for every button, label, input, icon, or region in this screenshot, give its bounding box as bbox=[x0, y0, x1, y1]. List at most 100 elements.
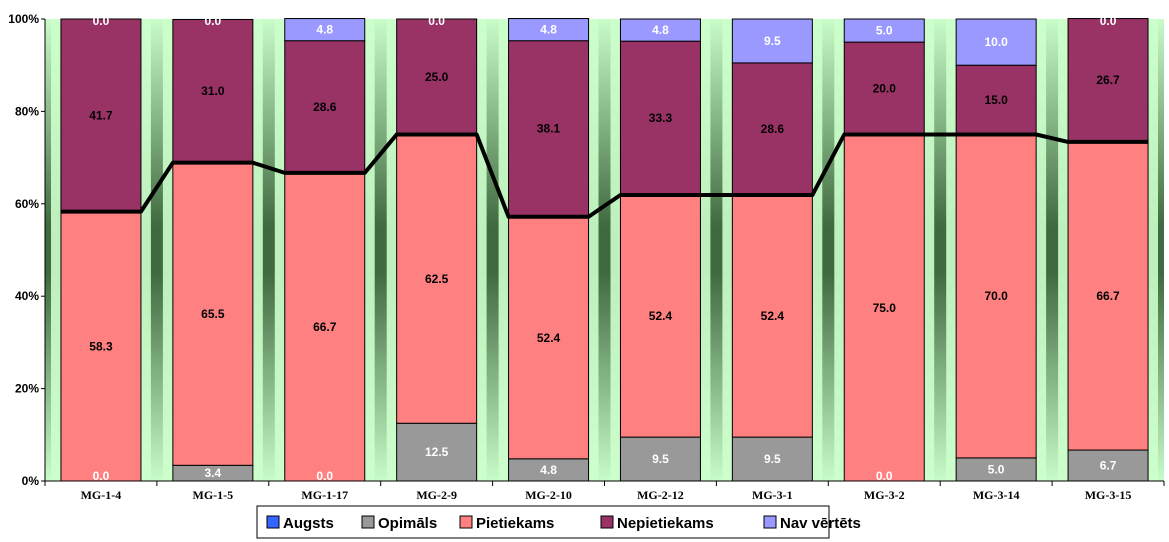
data-label: 5.0 bbox=[876, 24, 893, 38]
bar-segment bbox=[396, 422, 478, 482]
bar-segment bbox=[172, 162, 254, 466]
x-tick-label: MG-1-5 bbox=[193, 488, 234, 502]
data-label: 38.1 bbox=[537, 122, 561, 136]
y-tick-label: 40% bbox=[15, 289, 39, 303]
y-tick-label: 0% bbox=[22, 474, 40, 488]
bar-segment bbox=[619, 194, 701, 438]
legend-label: Nepietiekams bbox=[617, 515, 714, 532]
data-label: 0.0 bbox=[1100, 14, 1117, 28]
data-label: 4.8 bbox=[540, 463, 557, 477]
data-label: 62.5 bbox=[425, 272, 449, 286]
bar-segment bbox=[284, 18, 366, 42]
data-label: 28.6 bbox=[313, 100, 337, 114]
bar-segment bbox=[1067, 18, 1149, 143]
legend-swatch bbox=[459, 515, 473, 529]
bar-segment bbox=[731, 194, 813, 438]
y-tick-label: 80% bbox=[15, 104, 39, 118]
x-tick-label: MG-3-1 bbox=[752, 488, 793, 502]
x-tick-label: MG-1-4 bbox=[81, 488, 122, 502]
data-label: 4.8 bbox=[652, 23, 669, 37]
legend-swatch bbox=[763, 515, 777, 529]
trend-line-path bbox=[60, 132, 1149, 219]
bar-segment bbox=[955, 64, 1037, 135]
bar-segment bbox=[619, 18, 701, 42]
x-tick-label: MG-3-15 bbox=[1085, 488, 1132, 502]
legend-box bbox=[256, 505, 830, 539]
data-label: 31.0 bbox=[201, 84, 225, 98]
data-label: 65.5 bbox=[201, 307, 225, 321]
bar-segment bbox=[843, 41, 925, 135]
bar-segment bbox=[955, 134, 1037, 459]
data-label: 26.7 bbox=[1096, 73, 1120, 87]
legend-label: Augsts bbox=[283, 515, 334, 532]
data-label: 3.4 bbox=[205, 466, 222, 480]
y-tick-label: 100% bbox=[8, 12, 39, 26]
legend-swatch bbox=[361, 515, 375, 529]
data-label: 58.3 bbox=[89, 339, 113, 353]
data-label: 0.0 bbox=[205, 14, 222, 28]
data-label: 6.7 bbox=[1100, 459, 1117, 473]
bar-segment bbox=[1067, 141, 1149, 451]
x-tick-label: MG-2-10 bbox=[525, 488, 572, 502]
legend-label: Pietiekams bbox=[476, 515, 554, 532]
legend-swatch bbox=[266, 515, 280, 529]
bar-segment bbox=[843, 18, 925, 43]
bar-segment bbox=[396, 134, 478, 424]
legend-label: Nav vērtēts bbox=[780, 515, 861, 532]
bar-segment bbox=[955, 18, 1037, 66]
bar-segment bbox=[60, 211, 142, 482]
data-label: 15.0 bbox=[984, 93, 1008, 107]
data-label: 52.4 bbox=[649, 309, 673, 323]
bar-segment bbox=[396, 18, 478, 135]
data-label: 10.0 bbox=[984, 35, 1008, 49]
data-label: 52.4 bbox=[761, 309, 785, 323]
x-tick-label: MG-3-14 bbox=[973, 488, 1020, 502]
data-label: 5.0 bbox=[988, 462, 1005, 476]
data-label: 9.5 bbox=[764, 34, 781, 48]
bars bbox=[60, 18, 1149, 482]
legend-swatch bbox=[600, 515, 614, 529]
data-label: 4.8 bbox=[540, 23, 557, 37]
data-label: 0.0 bbox=[428, 14, 445, 28]
data-label: 0.0 bbox=[876, 469, 893, 483]
data-label: 20.0 bbox=[873, 81, 897, 95]
legend-label: Opimāls bbox=[378, 515, 437, 532]
x-tick-label: MG-3-2 bbox=[864, 488, 905, 502]
bar-segment bbox=[284, 172, 366, 482]
data-label: 75.0 bbox=[873, 301, 897, 315]
data-label: 12.5 bbox=[425, 445, 449, 459]
data-label: 0.0 bbox=[316, 469, 333, 483]
data-label: 25.0 bbox=[425, 70, 449, 84]
bar-segment bbox=[508, 216, 590, 460]
data-labels: 0.0 58.3 41.7 0.0 3.4 65.5 31.0 0.0 0.0 66.7 28.6 4… bbox=[89, 14, 1120, 483]
bar-segment bbox=[60, 18, 142, 213]
bar-segment bbox=[508, 40, 590, 218]
data-label: 70.0 bbox=[984, 289, 1008, 303]
bar-segment bbox=[731, 18, 813, 64]
bar-segment bbox=[284, 40, 366, 174]
y-tick-label: 20% bbox=[15, 382, 39, 396]
data-label: 41.7 bbox=[89, 108, 113, 122]
x-tick-label: MG-2-9 bbox=[416, 488, 457, 502]
data-label: 0.0 bbox=[93, 14, 110, 28]
data-label: 4.8 bbox=[316, 23, 333, 37]
x-tick-label: MG-2-12 bbox=[637, 488, 684, 502]
data-label: 9.5 bbox=[652, 452, 669, 466]
bar-segment bbox=[619, 40, 701, 196]
trend-line bbox=[60, 132, 1149, 219]
data-label: 66.7 bbox=[313, 320, 337, 334]
data-label: 66.7 bbox=[1096, 289, 1120, 303]
data-label: 52.4 bbox=[537, 331, 561, 345]
data-label: 9.5 bbox=[764, 452, 781, 466]
bar-segment bbox=[172, 18, 254, 164]
legend: Augsts Opimāls Pietiekams Nepietiekams Nav v… bbox=[256, 505, 861, 539]
bar-segment bbox=[508, 18, 590, 42]
data-label: 33.3 bbox=[649, 111, 673, 125]
data-label: 0.0 bbox=[93, 469, 110, 483]
y-tick-label: 60% bbox=[15, 197, 39, 211]
bar-segment bbox=[843, 134, 925, 482]
bar-segment bbox=[619, 436, 701, 482]
x-tick-label: MG-1-17 bbox=[301, 488, 348, 502]
data-label: 28.6 bbox=[761, 122, 785, 136]
